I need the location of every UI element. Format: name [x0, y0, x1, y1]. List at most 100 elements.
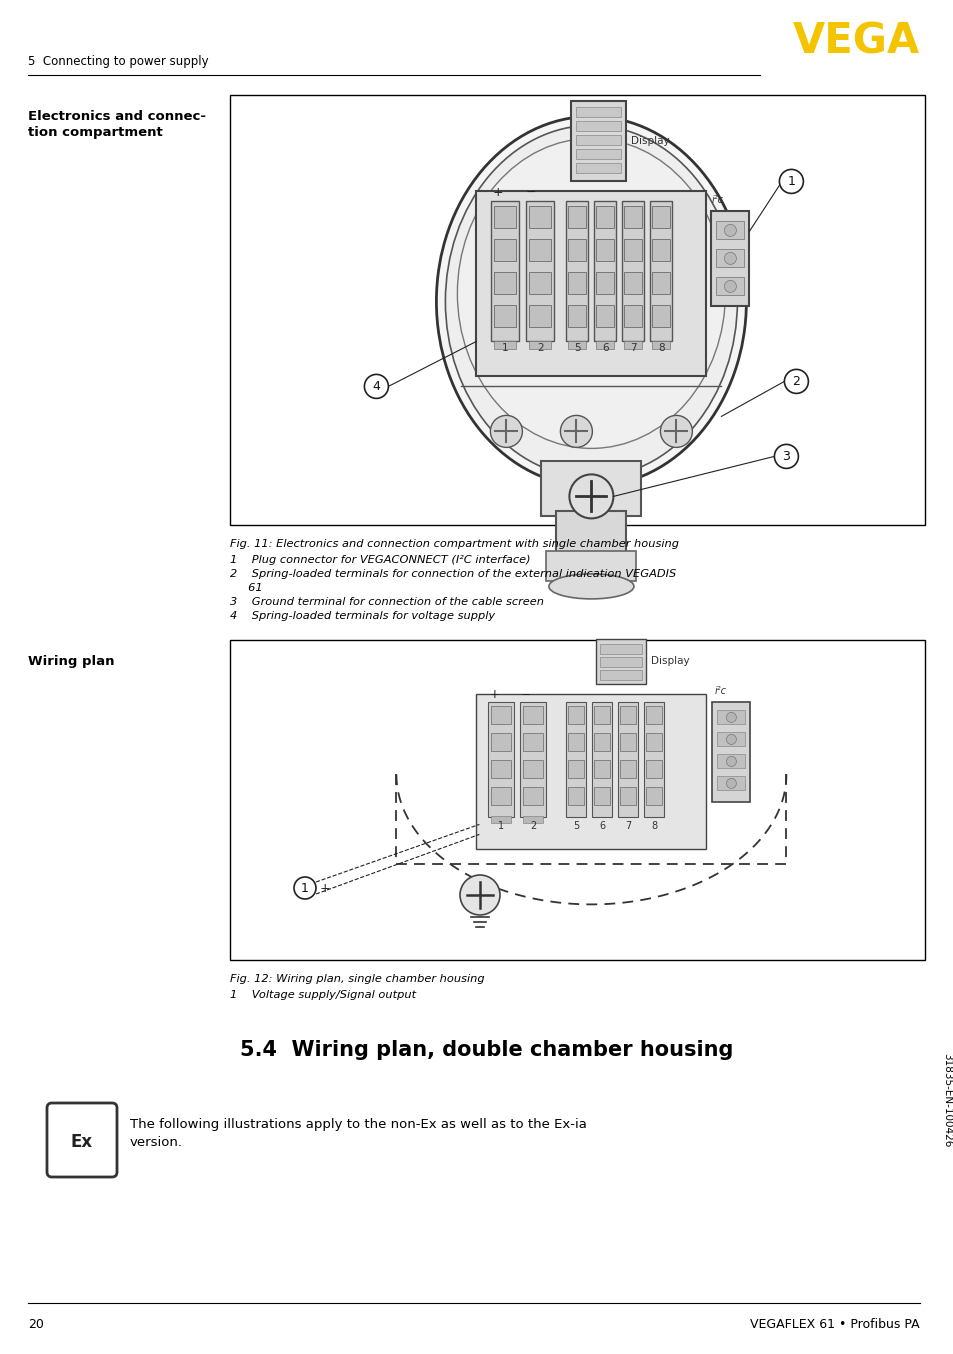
Bar	[594, 734, 610, 751]
Bar	[529, 341, 551, 349]
Bar	[712, 703, 750, 803]
Text: +: +	[489, 688, 498, 701]
Bar	[624, 272, 641, 294]
Bar	[646, 707, 661, 724]
Bar	[519, 703, 546, 818]
Bar	[523, 734, 543, 751]
Bar	[652, 240, 670, 261]
Bar	[491, 761, 511, 779]
Bar	[711, 211, 749, 306]
Bar	[596, 306, 614, 328]
Text: i²c: i²c	[714, 686, 725, 696]
Text: Display: Display	[631, 137, 669, 146]
Text: 31835-EN-100426: 31835-EN-100426	[941, 1053, 951, 1147]
Circle shape	[779, 169, 802, 194]
Circle shape	[725, 757, 736, 766]
Text: 1    Voltage supply/Signal output: 1 Voltage supply/Signal output	[230, 990, 416, 1001]
Text: 3: 3	[781, 450, 789, 463]
Text: 7: 7	[624, 822, 631, 831]
Text: 4    Spring-loaded terminals for voltage supply: 4 Spring-loaded terminals for voltage su…	[230, 611, 495, 621]
Text: 1: 1	[301, 881, 309, 895]
Bar	[523, 707, 543, 724]
Bar	[576, 122, 620, 131]
Bar	[619, 707, 636, 724]
Bar	[717, 711, 744, 724]
Bar	[494, 240, 516, 261]
Bar	[568, 788, 584, 806]
Text: 2: 2	[792, 375, 800, 387]
Bar	[624, 206, 641, 229]
Bar	[624, 240, 641, 261]
Circle shape	[725, 734, 736, 745]
Bar	[576, 164, 620, 173]
Bar	[618, 703, 638, 818]
Text: 5: 5	[574, 344, 580, 353]
Circle shape	[559, 416, 592, 447]
Text: 1: 1	[497, 822, 504, 831]
Bar	[529, 240, 551, 261]
Circle shape	[723, 280, 736, 292]
Bar	[646, 734, 661, 751]
Text: Display: Display	[651, 657, 689, 666]
Bar	[566, 202, 588, 341]
Bar	[546, 551, 636, 581]
Bar	[541, 462, 640, 516]
Text: 20: 20	[28, 1317, 44, 1331]
Circle shape	[725, 779, 736, 788]
FancyBboxPatch shape	[47, 1104, 117, 1177]
Bar	[646, 788, 661, 806]
Bar	[523, 788, 543, 806]
Bar	[476, 695, 705, 849]
Bar	[529, 306, 551, 328]
Bar	[568, 206, 586, 229]
Text: 3    Ground terminal for connection of the cable screen: 3 Ground terminal for connection of the …	[230, 597, 543, 607]
Text: 2: 2	[537, 344, 543, 353]
Bar	[523, 761, 543, 779]
Bar	[556, 512, 626, 556]
Bar	[716, 222, 743, 240]
Bar	[491, 734, 511, 751]
Bar	[230, 640, 924, 960]
Bar	[619, 788, 636, 806]
Text: 6: 6	[598, 822, 605, 831]
Text: Electronics and connec-: Electronics and connec-	[28, 110, 206, 123]
Bar	[599, 645, 641, 654]
Bar	[568, 240, 586, 261]
Ellipse shape	[445, 126, 737, 478]
Bar	[230, 95, 924, 525]
Bar	[476, 191, 705, 376]
Bar	[494, 272, 516, 294]
Bar	[523, 816, 543, 823]
Bar	[619, 761, 636, 779]
Bar	[576, 107, 620, 118]
Circle shape	[723, 225, 736, 237]
Circle shape	[659, 416, 692, 447]
Text: VEGAFLEX 61 • Profibus PA: VEGAFLEX 61 • Profibus PA	[750, 1317, 919, 1331]
Bar	[494, 306, 516, 328]
Text: +: +	[319, 881, 331, 895]
Bar	[529, 272, 551, 294]
Bar	[526, 202, 554, 341]
Bar	[494, 341, 516, 349]
Text: 7: 7	[629, 344, 636, 353]
Bar	[596, 240, 614, 261]
Ellipse shape	[436, 116, 745, 486]
Bar	[596, 341, 614, 349]
Text: 4: 4	[372, 380, 380, 393]
Ellipse shape	[548, 574, 633, 598]
Bar	[576, 149, 620, 160]
Text: −: −	[520, 688, 530, 701]
Text: tion compartment: tion compartment	[28, 126, 163, 139]
Text: 2: 2	[530, 822, 536, 831]
Bar	[621, 202, 643, 341]
Bar	[619, 734, 636, 751]
Bar	[717, 754, 744, 769]
Text: 61: 61	[230, 584, 262, 593]
Circle shape	[569, 474, 613, 519]
Circle shape	[783, 370, 807, 394]
Text: 5: 5	[573, 822, 578, 831]
Text: 6: 6	[601, 344, 608, 353]
Text: Ex: Ex	[71, 1133, 93, 1151]
Bar	[568, 272, 586, 294]
Text: The following illustrations apply to the non-Ex as well as to the Ex-ia: The following illustrations apply to the…	[130, 1118, 586, 1131]
